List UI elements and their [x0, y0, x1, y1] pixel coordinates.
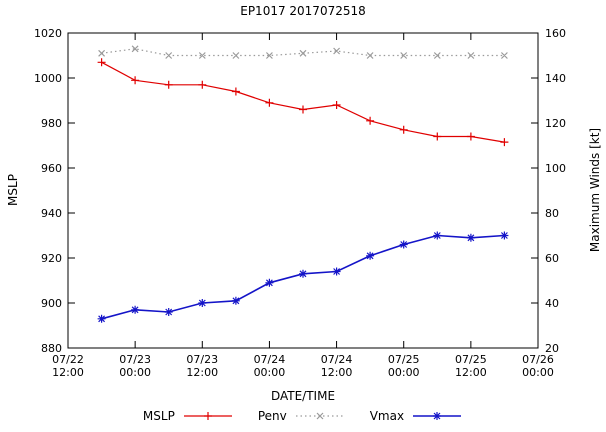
plot-border	[67, 32, 539, 349]
x-tick-time: 00:00	[254, 366, 286, 379]
x-tick-date: 07/23	[186, 353, 218, 366]
x-tick-date: 07/26	[522, 353, 554, 366]
y-tick-label: 1020	[34, 27, 62, 40]
series-markers-mslp	[97, 58, 509, 147]
y2-tick-label: 20	[545, 342, 559, 355]
legend-sample-marker	[433, 412, 442, 420]
y2-tick-label: 100	[545, 162, 566, 175]
y-tick-label: 1000	[34, 72, 62, 85]
y2-tick-label: 140	[545, 72, 566, 85]
legend-sample-penv	[295, 412, 344, 420]
y2-tick-label: 60	[545, 252, 559, 265]
y-tick-label: 900	[41, 297, 62, 310]
legend-label-mslp: MSLP	[142, 409, 175, 423]
x-tick-date: 07/23	[119, 353, 151, 366]
y-tick-label: 920	[41, 252, 62, 265]
legend-sample-marker	[203, 412, 212, 420]
x-tick-time: 00:00	[388, 366, 420, 379]
legend-label-penv: Penv	[257, 409, 287, 423]
series-markers-vmax	[97, 231, 509, 323]
x-tick-date: 07/22	[52, 353, 84, 366]
legend-sample-vmax	[413, 412, 462, 420]
x-tick-time: 12:00	[321, 366, 353, 379]
x-tick-time: 12:00	[186, 366, 218, 379]
y2-tick-label: 40	[545, 297, 559, 310]
x-tick-date: 07/24	[321, 353, 353, 366]
y2-tick-label: 80	[545, 207, 559, 220]
x-tick-time: 12:00	[455, 366, 487, 379]
x-tick-time: 00:00	[522, 366, 554, 379]
y2-tick-label: 160	[545, 27, 566, 40]
y-tick-label: 980	[41, 117, 62, 130]
x-tick-time: 12:00	[52, 366, 84, 379]
x-axis-label: DATE/TIME	[270, 389, 336, 403]
y2-tick-label: 120	[545, 117, 566, 130]
series-line-penv	[101, 48, 505, 57]
x-tick-date: 07/25	[388, 353, 420, 366]
legend-sample-marker	[316, 412, 324, 420]
y-tick-label: 960	[41, 162, 62, 175]
legend-item-penv: Penv	[258, 409, 346, 423]
y2-axis-label: Maximum Winds [kt]	[588, 127, 602, 253]
y-tick-label: 880	[41, 342, 62, 355]
series-markers-penv	[98, 45, 508, 59]
x-tick-time: 00:00	[119, 366, 151, 379]
chart-legend: MSLP Penv Vmax	[0, 409, 606, 423]
x-tick-date: 07/24	[254, 353, 286, 366]
legend-item-mslp: MSLP	[143, 409, 234, 423]
legend-label-vmax: Vmax	[369, 409, 405, 423]
y-axis-label: MSLP	[6, 174, 20, 206]
x-tick-date: 07/25	[455, 353, 487, 366]
series-line-mslp	[101, 61, 505, 143]
legend-item-vmax: Vmax	[370, 409, 463, 423]
y-tick-label: 940	[41, 207, 62, 220]
legend-sample-mslp	[183, 412, 232, 420]
chart-title: EP1017 2017072518	[240, 4, 366, 18]
